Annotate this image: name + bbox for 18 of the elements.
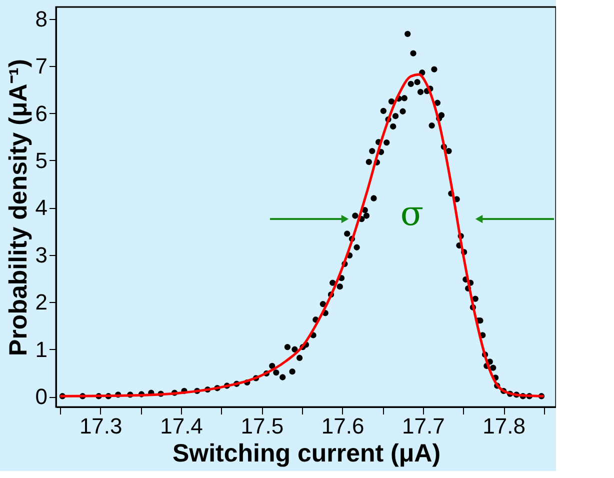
x-tick-label: 17.5 [240,414,284,438]
y-axis-title: Probability density (μA⁻¹) [4,59,32,356]
x-tick-label: 17.7 [402,414,445,438]
x-axis-title: Switching current (μA) [172,440,441,468]
x-tick-label: 17.8 [482,414,526,438]
annotation: σ [400,194,424,234]
y-tick-label: 8 [35,6,48,32]
x-tick-label: 17.6 [321,414,364,438]
y-tick-label: 3 [35,242,48,268]
y-tick-label: 2 [35,290,48,315]
y-tick-label: 5 [35,148,48,173]
x-tick-label: 17.4 [160,414,203,438]
y-tick-label: 4 [35,195,48,220]
x-tick-label: 17.3 [79,414,122,438]
y-tick-label: 6 [35,100,48,126]
y-tick-label: 7 [35,54,48,79]
y-tick-label: 0 [35,384,48,410]
y-tick-label: 1 [35,336,48,362]
